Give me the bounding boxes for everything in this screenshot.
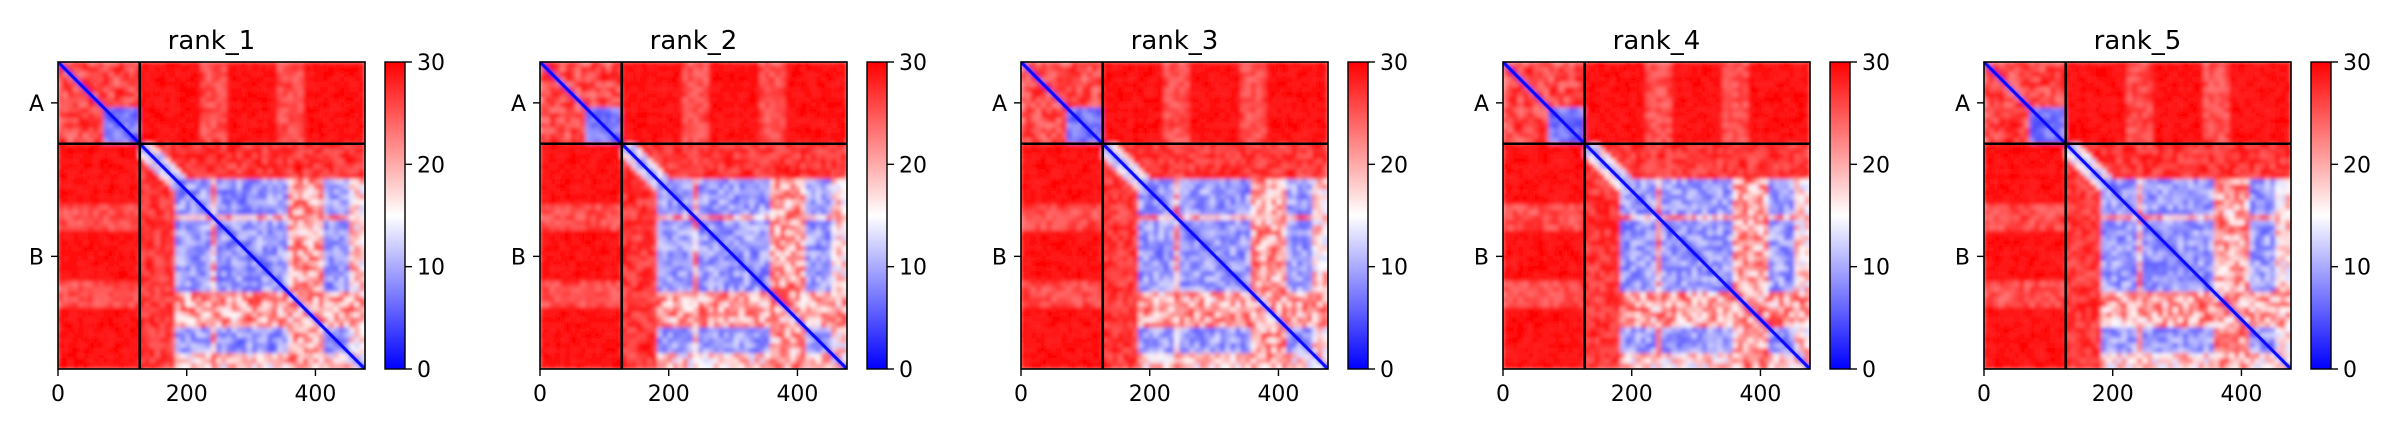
colorbar: 0 10 20 30 xyxy=(385,51,445,383)
colorbar-tick-label: 20 xyxy=(417,153,445,178)
chain-label: A xyxy=(29,92,44,117)
x-tick-label: 400 xyxy=(294,382,336,407)
colorbar-gradient xyxy=(385,62,405,369)
heatmap xyxy=(540,62,848,370)
colorbar-tick-label: 30 xyxy=(417,51,445,76)
panel-title: rank_2 xyxy=(650,26,738,56)
pae-panel-1: rank_1 A B 0 200 400 0 10 20 30 xyxy=(29,26,445,407)
colorbar-tick-label: 0 xyxy=(417,358,431,383)
colorbar-tick-label: 10 xyxy=(417,256,445,281)
x-tick-label: 200 xyxy=(166,382,208,407)
chain-label: B xyxy=(29,245,44,270)
x-tick-label: 0 xyxy=(51,382,65,407)
heatmap xyxy=(58,62,366,370)
panel-title: rank_1 xyxy=(168,26,256,56)
